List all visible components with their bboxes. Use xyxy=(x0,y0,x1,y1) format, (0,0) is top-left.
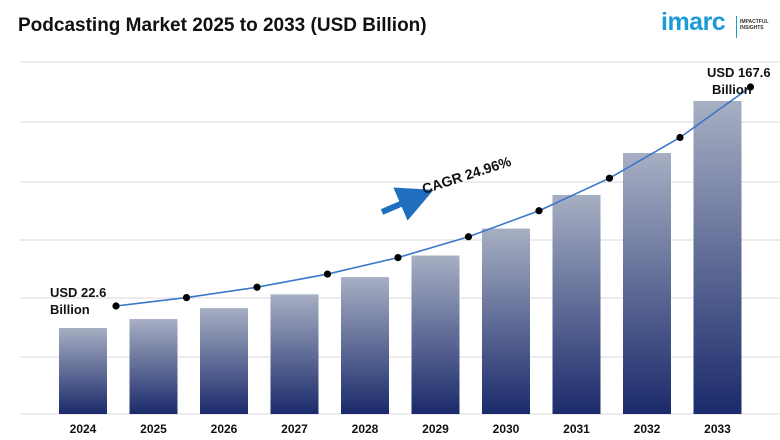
trend-polyline xyxy=(115,86,751,307)
trend-point xyxy=(746,83,755,91)
x-tick-label: 2032 xyxy=(634,422,661,436)
imarc-logo: imarc IMPACTFUL INSIGHTS xyxy=(661,8,773,44)
end-value-label: USD 167.6 xyxy=(707,65,771,80)
bar-2028 xyxy=(341,277,389,414)
bar-2027 xyxy=(270,294,319,414)
trend-point xyxy=(112,302,120,310)
x-tick-label: 2033 xyxy=(704,422,731,436)
bar-2024 xyxy=(59,328,107,414)
bar-2025 xyxy=(129,319,178,414)
trend-point xyxy=(535,207,543,215)
trend-point xyxy=(253,283,261,291)
chart-title: Podcasting Market 2025 to 2033 (USD Bill… xyxy=(18,15,427,36)
bar-2026 xyxy=(200,308,248,414)
bar-2029 xyxy=(411,255,460,414)
bar-2031 xyxy=(552,194,601,414)
x-tick-label: 2029 xyxy=(422,422,449,436)
x-tick-label: 2028 xyxy=(352,422,379,436)
logo-tagline-2: INSIGHTS xyxy=(740,25,764,31)
trend-point xyxy=(605,174,614,182)
x-tick-label: 2024 xyxy=(70,422,97,436)
x-tick-label: 2030 xyxy=(493,422,520,436)
logo-tagline: IMPACTFUL INSIGHTS xyxy=(740,19,774,31)
trend-point xyxy=(676,133,684,142)
x-tick-label: 2026 xyxy=(211,422,238,436)
trend-point xyxy=(394,253,402,262)
start-value-label: USD 22.6 xyxy=(50,285,106,300)
x-tick-label: 2027 xyxy=(281,422,308,436)
logo-tagline-1: IMPACTFUL xyxy=(740,19,769,25)
x-tick-label: 2031 xyxy=(563,422,590,436)
end-value-label: Billion xyxy=(712,82,752,97)
bar-2030 xyxy=(482,228,530,414)
cagr-label: CAGR 24.96% xyxy=(420,153,514,197)
bar-2033 xyxy=(693,101,742,414)
trend-point xyxy=(464,233,473,241)
trend-line xyxy=(112,83,755,310)
bar-2032 xyxy=(623,152,671,415)
bars xyxy=(59,101,742,415)
logo-wordmark: imarc xyxy=(661,8,726,36)
logo-divider xyxy=(736,16,737,38)
cagr-arrow xyxy=(380,187,434,221)
x-tick-label: 2025 xyxy=(140,422,167,436)
trend-point xyxy=(182,294,191,302)
trend-point xyxy=(323,270,332,278)
start-value-label: Billion xyxy=(50,302,90,317)
